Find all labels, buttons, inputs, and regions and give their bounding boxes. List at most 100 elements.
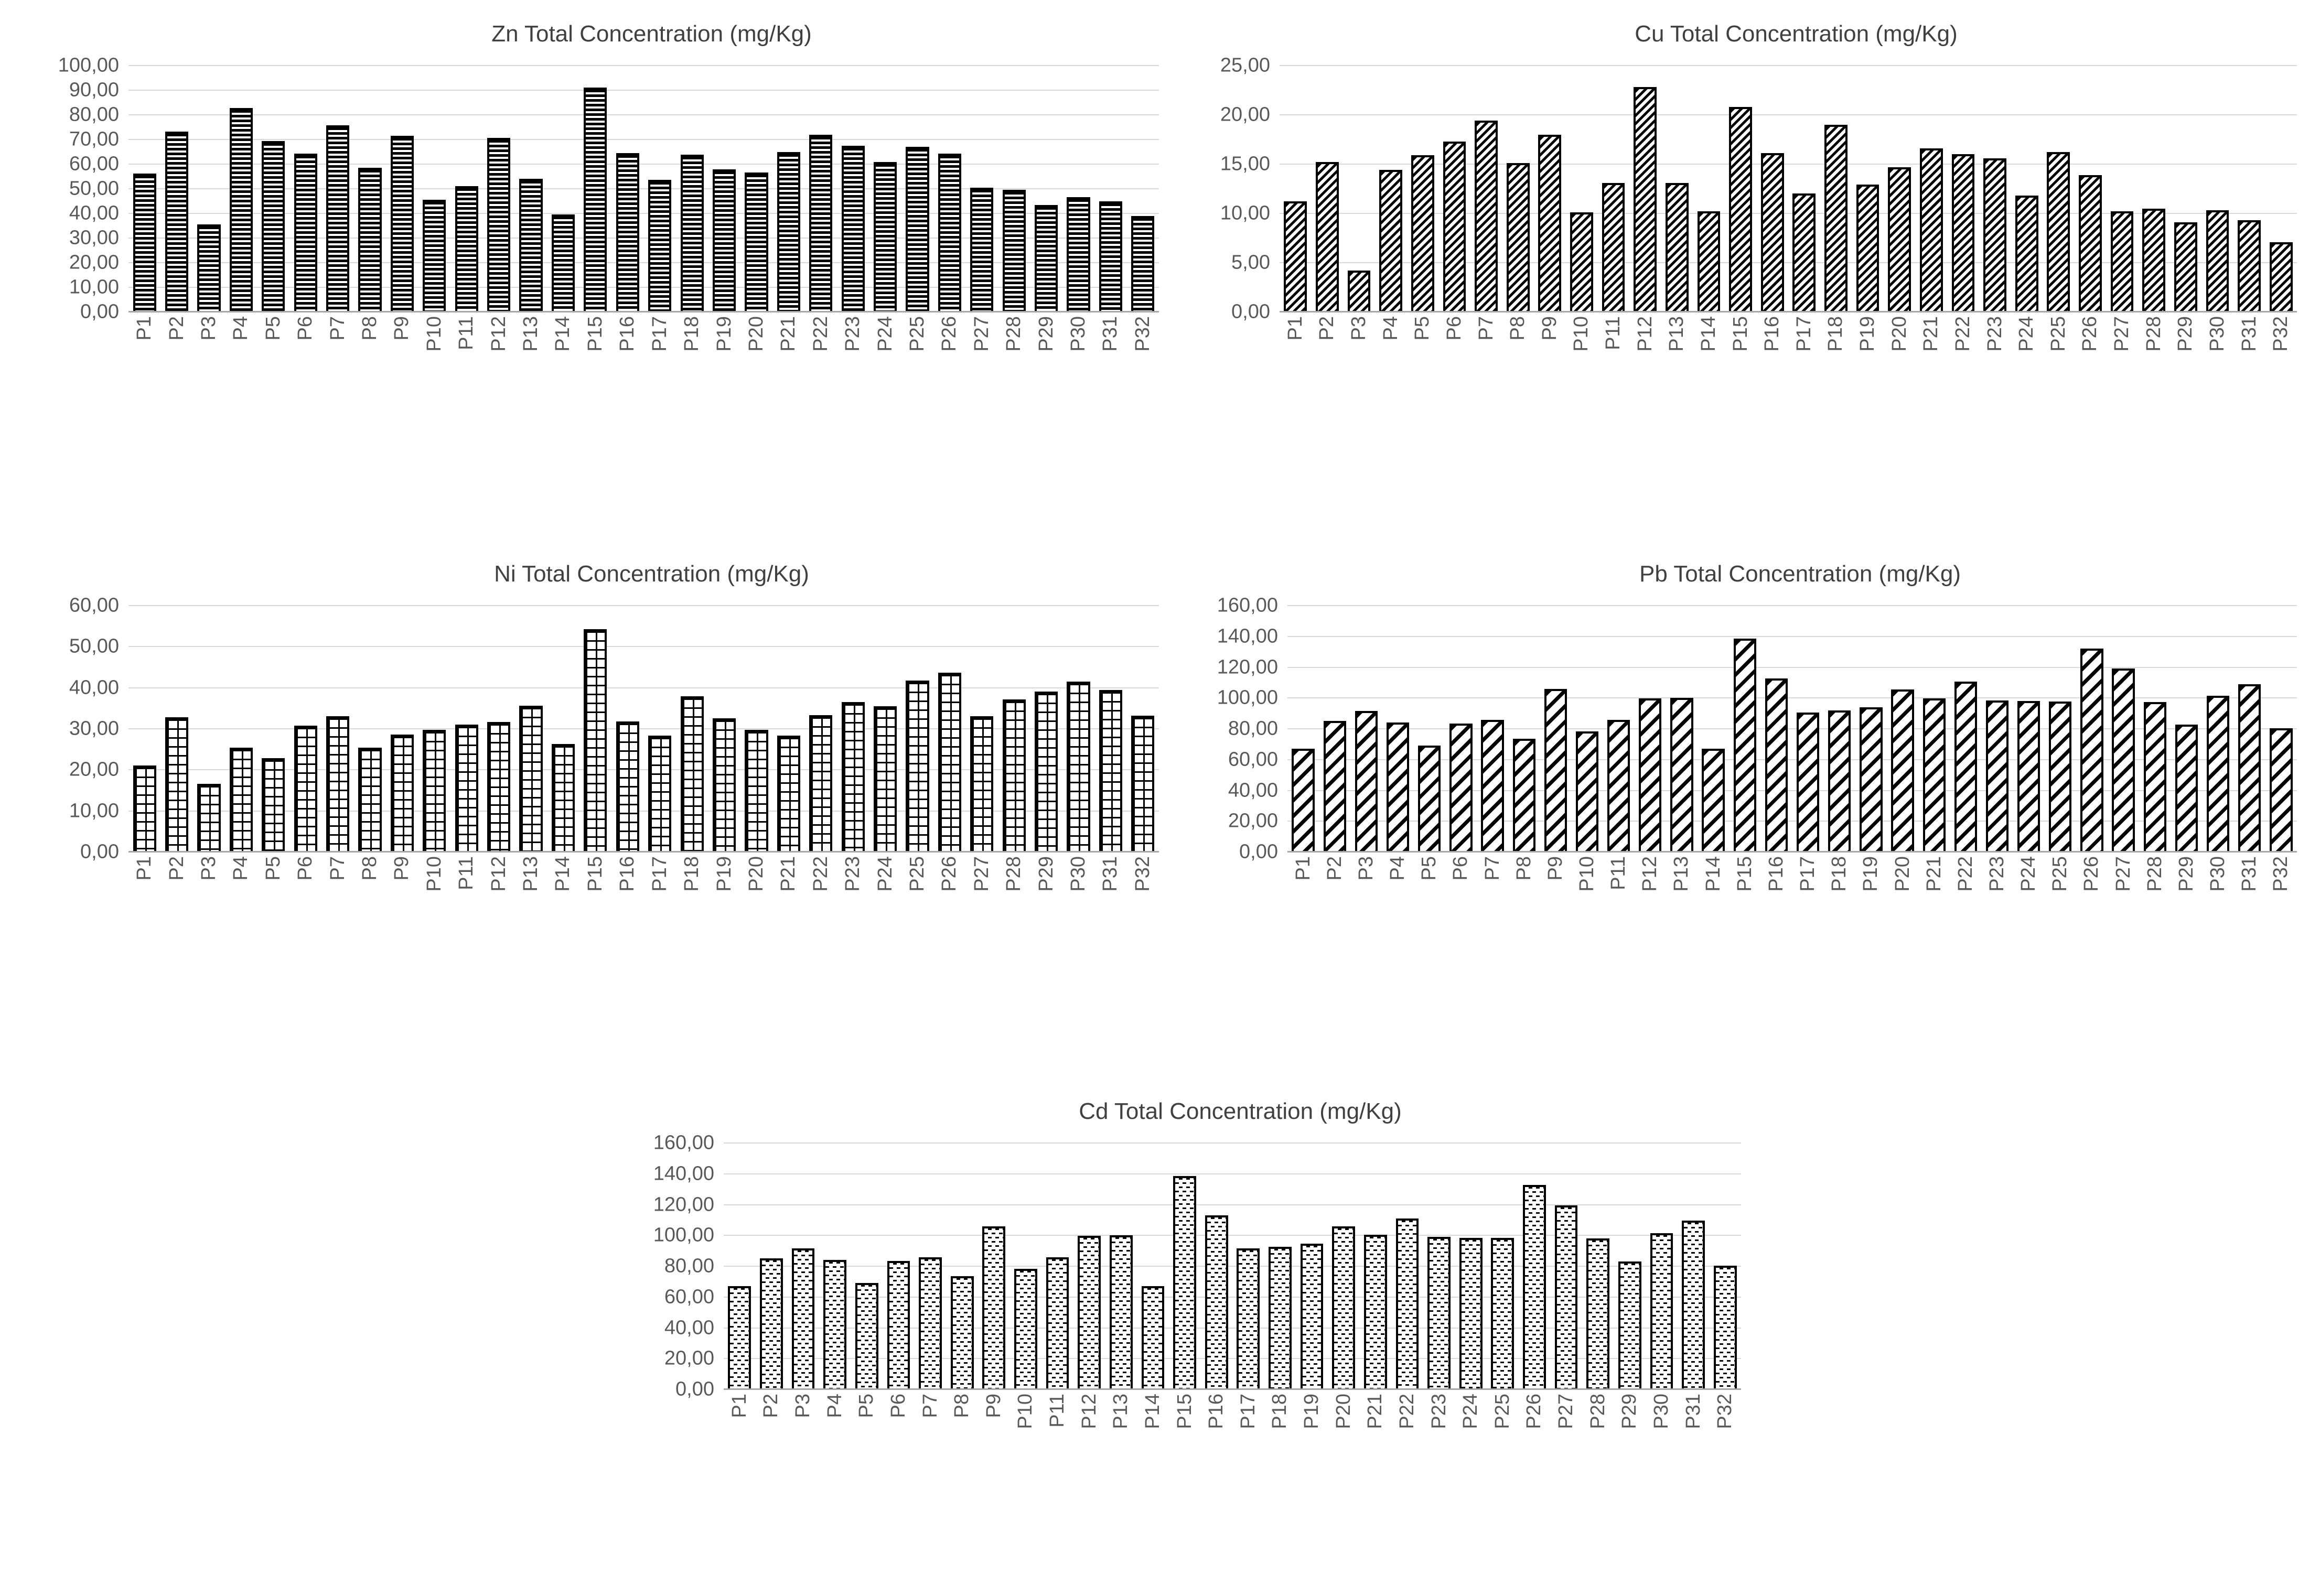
x-tick-label: P28 xyxy=(2143,856,2166,892)
chart-body: 0,00 20,00 40,00 60,00 80,00 100,00 120,00 140,… xyxy=(1196,595,2313,939)
bar-slot xyxy=(354,66,386,312)
x-slot: P17 xyxy=(644,312,676,398)
x-slot: P24 xyxy=(2011,312,2043,398)
x-slot: P18 xyxy=(1824,852,1855,939)
bar-slot xyxy=(740,606,772,852)
y-tick-label: 15,00 xyxy=(1220,153,1270,175)
bar-cu-p21 xyxy=(1919,148,1943,312)
y-axis: 0,00 10,00 20,00 30,00 40,00 50,00 60,00 xyxy=(16,595,128,863)
bar-zn-p15 xyxy=(584,88,607,312)
x-slot: P18 xyxy=(676,312,708,398)
chart-title: Pb Total Concentration (mg/Kg) xyxy=(1639,561,1961,587)
x-tick-label: P26 xyxy=(2080,856,2103,892)
x-tick-label: P30 xyxy=(1650,1394,1672,1429)
x-slot: P6 xyxy=(1445,852,1477,939)
bar-slot xyxy=(1062,606,1094,852)
x-slot: P32 xyxy=(2265,852,2297,939)
gridline xyxy=(1287,635,2297,637)
y-tick-label: 140,00 xyxy=(1217,625,1278,648)
x-slot: P16 xyxy=(1200,1389,1232,1476)
bar-zn-p13 xyxy=(519,179,543,312)
bar-pb-p3 xyxy=(1355,711,1378,852)
bar-slot xyxy=(2203,606,2234,852)
cu-concentration-chart: Cu Total Concentration (mg/Kg) 0,00 5,00 1… xyxy=(1196,5,2313,398)
bar-cd-p10 xyxy=(1014,1268,1037,1389)
x-tick-label: P25 xyxy=(906,856,928,892)
bar-ni-p21 xyxy=(777,735,800,852)
bar-slot xyxy=(1477,606,1508,852)
bar-slot xyxy=(933,606,965,852)
x-tick-label: P5 xyxy=(262,316,284,341)
x-slot: P1 xyxy=(724,1389,756,1476)
x-slot: P12 xyxy=(1073,1389,1105,1476)
x-tick-label: P13 xyxy=(1670,856,1693,892)
bar-zn-p20 xyxy=(745,172,768,312)
bar-slot xyxy=(998,606,1030,852)
bar-cu-p25 xyxy=(2047,152,2070,312)
x-slot: P30 xyxy=(2201,312,2233,398)
y-axis: 0,00 20,00 40,00 60,00 80,00 100,00 120,00 140,… xyxy=(1196,595,1287,863)
x-tick-label: P8 xyxy=(1512,856,1535,881)
bar-pb-p17 xyxy=(1796,712,1820,852)
x-tick-label: P3 xyxy=(198,316,220,341)
bar-ni-p8 xyxy=(358,748,382,852)
y-tick-label: 100,00 xyxy=(58,54,119,77)
bar-cd-p3 xyxy=(791,1248,815,1389)
x-slot: P31 xyxy=(2234,852,2265,939)
x-tick-label: P25 xyxy=(906,316,928,352)
y-tick-label: 20,00 xyxy=(69,758,119,781)
x-tick-label: P17 xyxy=(648,856,671,892)
x-slot: P13 xyxy=(1666,852,1698,939)
x-tick-label: P10 xyxy=(423,316,445,352)
x-tick-label: P4 xyxy=(230,316,252,341)
bar-pb-p31 xyxy=(2238,684,2261,852)
x-tick-label: P21 xyxy=(1922,856,1945,892)
x-slot: P1 xyxy=(128,852,160,939)
bar-zn-p3 xyxy=(197,224,221,312)
y-tick-label: 30,00 xyxy=(69,717,119,740)
bar-zn-p28 xyxy=(1002,190,1026,312)
plot-right-spacer xyxy=(1159,606,1175,852)
bar-slot xyxy=(1792,606,1824,852)
x-tick-label: P12 xyxy=(487,856,510,892)
bar-ni-p10 xyxy=(423,729,446,852)
gridline xyxy=(128,65,1159,66)
x-tick-label: P24 xyxy=(2015,316,2038,352)
x-tick-label: P24 xyxy=(874,856,896,892)
x-tick-label: P7 xyxy=(326,856,349,881)
bar-slot xyxy=(2234,606,2265,852)
bar-zn-p12 xyxy=(487,138,511,312)
x-slot: P4 xyxy=(225,852,257,939)
bar-cu-p7 xyxy=(1475,121,1498,312)
bar-cd-p6 xyxy=(887,1261,910,1389)
x-slot: P18 xyxy=(676,852,708,939)
bar-zn-p18 xyxy=(680,155,704,312)
y-tick-label: 160,00 xyxy=(653,1131,714,1154)
x-tick-label: P27 xyxy=(970,316,993,352)
bar-slot xyxy=(901,606,933,852)
x-slot: P3 xyxy=(1350,852,1382,939)
x-slot: P18 xyxy=(1820,312,1852,398)
bar-zn-p9 xyxy=(390,135,414,312)
y-tick-label: 20,00 xyxy=(69,251,119,274)
x-tick-label: P23 xyxy=(1986,856,2008,892)
bar-pb-p10 xyxy=(1575,731,1599,852)
x-tick-label: P13 xyxy=(1666,316,1688,352)
x-slot: P17 xyxy=(1792,852,1824,939)
x-slot: P31 xyxy=(2233,312,2265,398)
x-slot: P12 xyxy=(482,852,514,939)
bar-slot xyxy=(579,606,611,852)
y-tick-label: 0,00 xyxy=(80,300,119,323)
bar-slot xyxy=(805,606,837,852)
bars-layer xyxy=(1280,66,2297,312)
x-tick-label: P4 xyxy=(230,856,252,881)
bar-ni-p9 xyxy=(390,734,414,852)
bar-cd-p16 xyxy=(1205,1215,1228,1389)
bar-ni-p7 xyxy=(326,716,350,852)
x-tick-label: P2 xyxy=(165,316,188,341)
x-slot: P8 xyxy=(1502,312,1534,398)
bar-pb-p13 xyxy=(1670,697,1693,852)
bar-cu-p5 xyxy=(1411,155,1434,312)
x-tick-label: P22 xyxy=(809,856,832,892)
bar-slot xyxy=(1382,606,1413,852)
